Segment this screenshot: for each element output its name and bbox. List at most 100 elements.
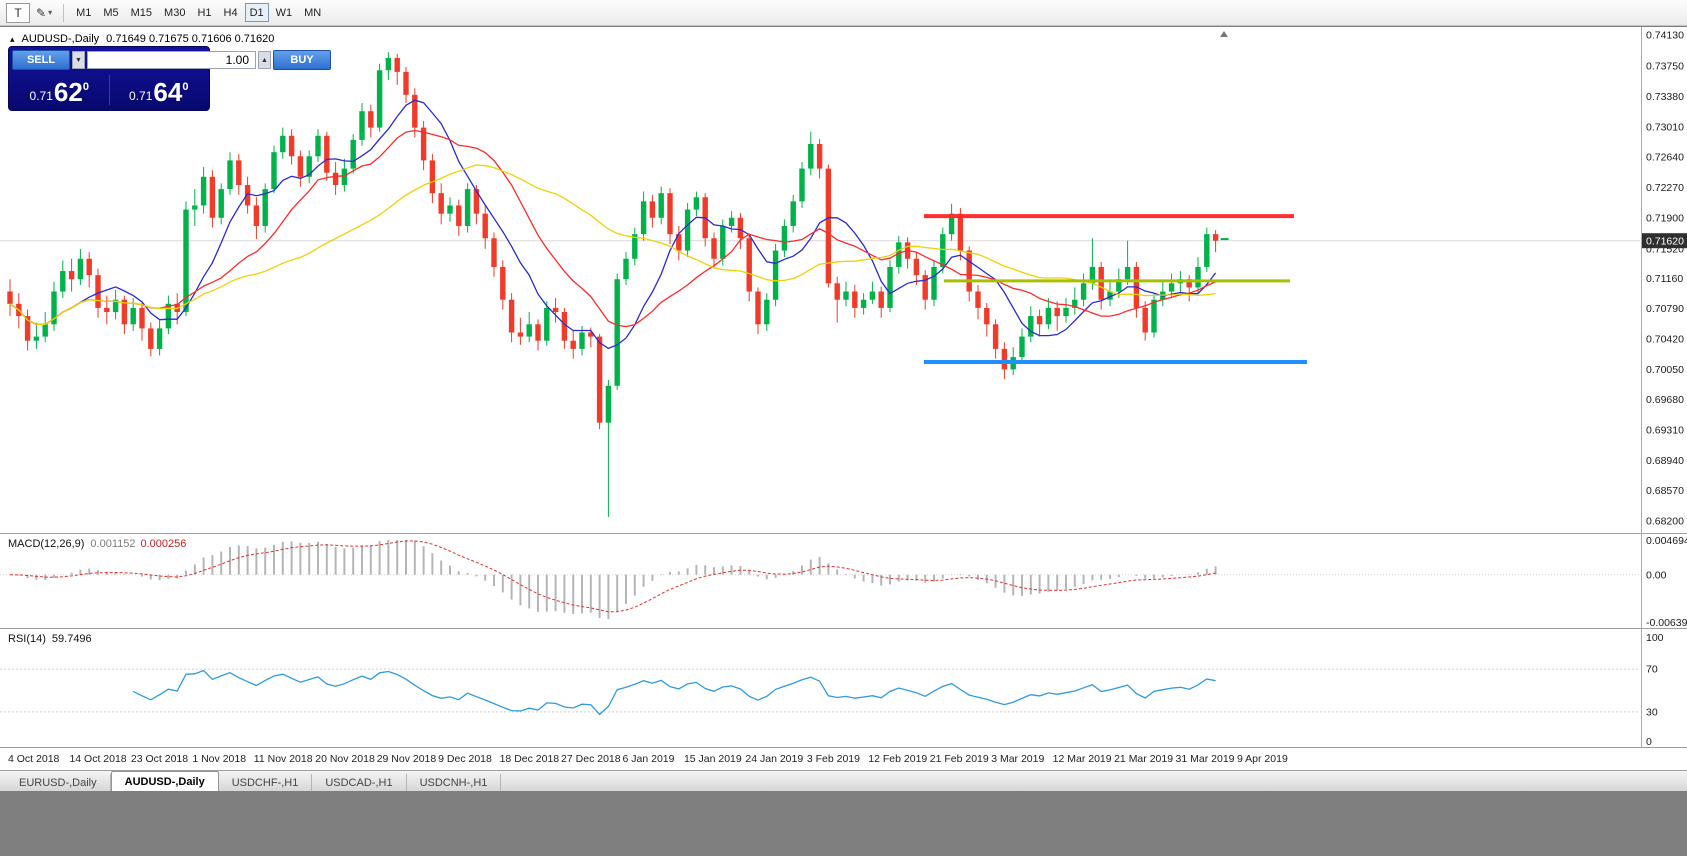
price-axis-labels[interactable]: 0.74130 0.73750 0.73380 0.73010 0.72640 0.722… [1646,30,1684,528]
volume-up-button[interactable]: ▲ [258,51,271,69]
chart-tab-audusd-daily[interactable]: AUDUSD-,Daily [110,771,219,791]
volume-down-button[interactable]: ▼ [72,51,85,69]
date-label: 9 Apr 2019 [1237,753,1288,765]
svg-text:0.69310: 0.69310 [1646,425,1684,437]
timeframe-h1[interactable]: H1 [192,3,216,22]
timeframe-mn[interactable]: MN [299,3,326,22]
macd-indicator-panel[interactable]: 0.004694 0.00 -0.00639 MACD(12,26,9) 0.0011… [0,533,1687,628]
timeframe-h4[interactable]: H4 [219,3,243,22]
svg-text:0.70420: 0.70420 [1646,334,1684,346]
price-divider [108,75,110,105]
buy-price-prefix: 0.71 [129,89,153,103]
timeframe-m15[interactable]: M15 [126,3,157,22]
svg-text:0.71900: 0.71900 [1646,212,1684,224]
date-label: 31 Mar 2019 [1175,753,1235,765]
buy-price-big: 64 [153,77,183,107]
buy-price-pip: 0 [182,81,189,93]
svg-text:0.69680: 0.69680 [1646,394,1684,406]
macd-panel-canvas[interactable]: 0.004694 0.00 -0.00639 [0,534,1687,628]
text-tool-button-icon: T [14,5,22,20]
date-label: 12 Feb 2019 [868,753,928,765]
svg-text:0.73750: 0.73750 [1646,61,1684,73]
rsi-panel-canvas[interactable]: 100 70 30 0 [0,629,1687,747]
timeframe-m1[interactable]: M1 [71,3,96,22]
svg-text:0.73010: 0.73010 [1646,121,1684,133]
svg-text:0.004694: 0.004694 [1646,535,1687,547]
date-label: 9 Dec 2018 [438,753,492,765]
date-label: 24 Jan 2019 [745,753,804,765]
sell-price-pip: 0 [82,81,89,93]
timeframe-buttons-group: M1 M5 M15 M30 H1 H4 D1 W1 MN [70,3,327,22]
macd-label: MACD(12,26,9) 0.001152 0.000256 [8,538,186,550]
buy-button[interactable]: BUY [273,50,331,70]
chart-tab-usdcnh-h1[interactable]: USDCNH-,H1 [407,774,502,791]
timeframe-m5[interactable]: M5 [98,3,123,22]
chart-tab-usdcad-h1[interactable]: USDCAD-,H1 [312,774,407,791]
rsi-label: RSI(14) 59.7496 [8,633,92,645]
moving-average-16 [9,129,1216,328]
svg-text:0.68940: 0.68940 [1646,455,1684,467]
chart-tab-usdchf-h1[interactable]: USDCHF-,H1 [219,774,313,791]
date-label: 20 Nov 2018 [315,753,375,765]
rsi-line [132,669,1216,716]
rsi-indicator-panel[interactable]: 100 70 30 0 RSI(14) 59.7496 [0,628,1687,747]
candlesticks [7,52,1219,517]
drawing-tool-button-icon: ✎ [36,5,47,20]
date-label: 14 Oct 2018 [69,753,127,765]
date-label: 11 Nov 2018 [253,753,313,765]
rsi-value: 59.7496 [51,633,92,645]
svg-text:0.72270: 0.72270 [1646,182,1684,194]
time-axis[interactable]: 4 Oct 2018 14 Oct 2018 23 Oct 2018 1 Nov 20… [0,747,1687,770]
svg-text:0.73380: 0.73380 [1646,91,1684,103]
timeframe-w1[interactable]: W1 [271,3,298,22]
date-label: 23 Oct 2018 [130,753,189,765]
macd-histogram [17,540,1217,619]
chart-tab-eurusd-daily[interactable]: EURUSD-,Daily [6,774,111,791]
date-label: 1 Nov 2018 [192,753,247,765]
macd-signal-value: 0.000256 [140,538,187,550]
svg-text:0.68570: 0.68570 [1646,485,1684,497]
sell-price-prefix: 0.71 [29,89,53,103]
toolbar-separator [63,3,65,22]
macd-axis-labels: 0.004694 0.00 -0.00639 [1646,535,1687,628]
sell-price-display[interactable]: 0.71 62 0 [12,73,107,107]
date-label: 27 Dec 2018 [561,753,621,765]
drawing-tool-button[interactable]: ✎ ▾ [32,3,56,23]
svg-text:70: 70 [1646,664,1658,676]
main-chart-panel[interactable]: 0.74130 0.73750 0.73380 0.73010 0.72640 0.722… [0,27,1687,533]
collapse-arrow-icon[interactable]: ▴ [10,33,15,44]
chart-shift-marker[interactable] [1220,31,1228,37]
sell-button[interactable]: SELL [12,50,70,70]
date-label: 4 Oct 2018 [8,753,60,765]
svg-text:0.72640: 0.72640 [1646,152,1684,164]
timeframe-d1[interactable]: D1 [244,3,269,22]
macd-signal-line [9,540,1216,613]
date-label: 21 Mar 2019 [1114,753,1174,765]
date-label: 21 Feb 2019 [929,753,989,765]
current-price-box [1642,233,1687,249]
dropdown-arrow-icon: ▾ [48,8,53,17]
timeframe-m30[interactable]: M30 [159,3,190,22]
svg-text:100: 100 [1646,632,1664,644]
volume-input[interactable] [87,51,256,69]
svg-text:0.70790: 0.70790 [1646,303,1684,315]
date-label: 15 Jan 2019 [683,753,742,765]
rsi-name: RSI(14) [8,633,46,645]
chart-title-symbol: AUDUSD-,Daily [21,33,100,45]
text-tool-button[interactable]: T [6,2,30,23]
top-toolbar: T ✎ ▾ M1 M5 M15 M30 H1 H4 D1 W1 MN [0,0,1687,26]
window-bottom-area [0,791,1687,856]
buy-price-display[interactable]: 0.71 64 0 [112,73,207,107]
date-label: 18 Dec 2018 [499,753,560,765]
svg-text:0.71160: 0.71160 [1646,273,1683,285]
svg-text:-0.00639: -0.00639 [1646,617,1687,628]
macd-main-value: 0.001152 [90,538,136,550]
chart-title: ▴ AUDUSD-,Daily 0.71649 0.71675 0.71606 … [10,33,274,45]
moving-average-34 [9,164,1216,325]
current-price-text: 0.71620 [1646,236,1684,248]
date-label: 6 Jan 2019 [622,753,675,765]
date-label: 29 Nov 2018 [376,753,437,765]
price-chart-canvas[interactable]: 0.74130 0.73750 0.73380 0.73010 0.72640 0.722… [0,27,1687,533]
